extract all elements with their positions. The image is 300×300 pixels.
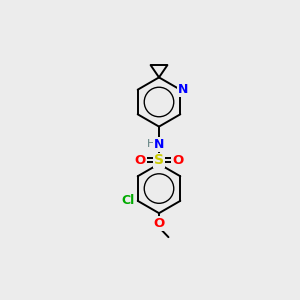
Text: O: O bbox=[172, 154, 183, 167]
Text: O: O bbox=[153, 217, 165, 230]
Text: H: H bbox=[146, 139, 155, 149]
Text: Cl: Cl bbox=[122, 194, 135, 207]
Text: N: N bbox=[154, 138, 164, 151]
Text: O: O bbox=[135, 154, 146, 167]
Text: S: S bbox=[154, 153, 164, 167]
Text: N: N bbox=[178, 83, 188, 96]
